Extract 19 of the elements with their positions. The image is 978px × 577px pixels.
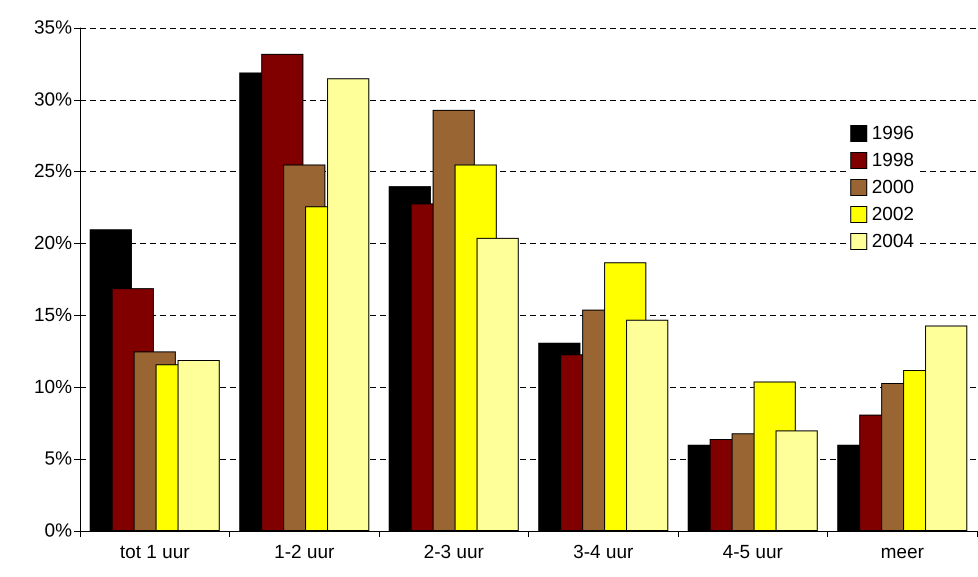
y-tick-label: 5%	[44, 448, 72, 470]
y-tick-label: 15%	[34, 304, 72, 326]
x-tick-label: 3-4 uur	[573, 542, 634, 563]
y-tick-label: 25%	[34, 161, 72, 182]
x-tick-label: 2-3 uur	[424, 542, 485, 563]
x-tick-label: tot 1 uur	[120, 542, 190, 563]
x-tick-label: 4-5 uur	[722, 542, 784, 563]
legend-label: 2004	[872, 231, 914, 252]
y-tick-label: 10%	[34, 376, 72, 398]
y-tick-label: 35%	[34, 18, 72, 38]
x-tick-label: 1-2 uur	[274, 542, 336, 563]
legend-label: 1996	[872, 123, 914, 144]
legend-label: 1998	[872, 150, 914, 171]
legend-label: 2002	[872, 204, 914, 225]
y-tick-label: 0%	[44, 520, 72, 542]
legend-label: 2000	[872, 177, 914, 198]
y-tick-label: 20%	[34, 233, 72, 254]
y-tick-label: 30%	[34, 89, 72, 110]
x-tick-label: meer	[880, 542, 925, 563]
